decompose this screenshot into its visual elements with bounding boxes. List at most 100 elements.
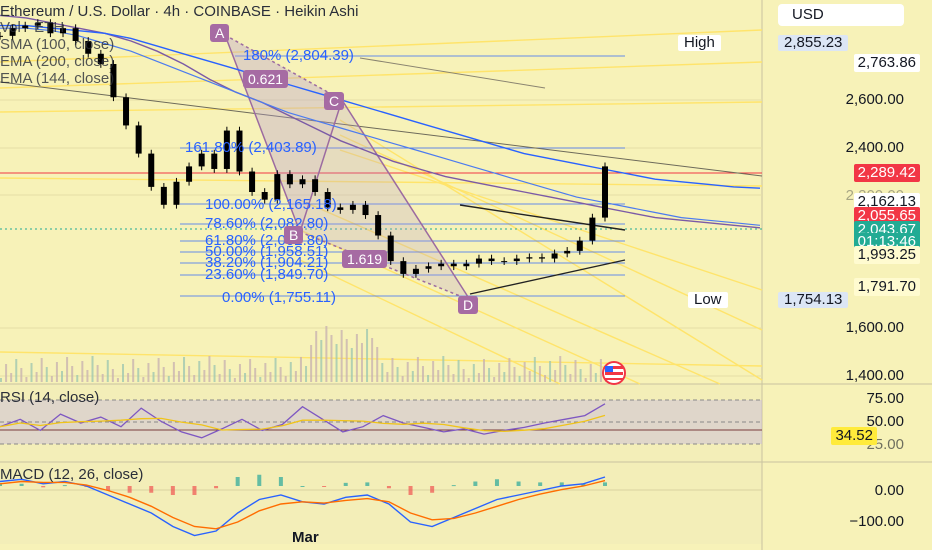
fib-label-0: 0.00% (1,755.11) <box>222 289 336 306</box>
candle[interactable] <box>97 53 104 64</box>
pattern-point-d[interactable]: D <box>458 296 479 314</box>
sma-line <box>0 14 761 229</box>
legend-volume[interactable]: Vol · ETH <box>0 19 65 36</box>
volume-bar <box>71 366 74 382</box>
fib-label-100: 100.00% (2,165.18) <box>205 196 337 213</box>
candle[interactable] <box>425 266 432 269</box>
macd-histogram-bar <box>538 482 543 486</box>
volume-bar <box>386 372 389 382</box>
volume-bar <box>569 374 572 382</box>
volume-bar <box>96 365 99 382</box>
candle[interactable] <box>198 153 205 167</box>
volume-bar <box>147 363 150 382</box>
volume-bar <box>350 348 353 382</box>
volume-bar <box>543 375 546 382</box>
candle[interactable] <box>47 23 54 34</box>
candle[interactable] <box>22 25 29 29</box>
candle[interactable] <box>274 174 281 200</box>
candle[interactable] <box>173 181 180 205</box>
volume-bar <box>574 360 577 382</box>
candle[interactable] <box>576 240 583 251</box>
candle[interactable] <box>513 258 520 262</box>
candle[interactable] <box>526 257 533 259</box>
candle[interactable] <box>148 153 155 187</box>
candle[interactable] <box>60 28 67 34</box>
candle[interactable] <box>85 40 92 54</box>
candle[interactable] <box>110 64 117 98</box>
candle[interactable] <box>249 171 256 192</box>
pattern-point-a[interactable]: A <box>210 24 230 42</box>
candle[interactable] <box>123 97 130 126</box>
macd-histogram-bar <box>19 483 24 486</box>
macd-histogram-bar <box>430 486 435 493</box>
us-flag-icon[interactable] <box>602 361 626 385</box>
candle[interactable] <box>337 207 344 210</box>
candle[interactable] <box>501 261 508 263</box>
volume-bar <box>427 375 430 382</box>
chart-title: Ethereum / U.S. Dollar · 4h · COINBASE ·… <box>0 3 359 20</box>
candle[interactable] <box>261 192 268 200</box>
macd-label[interactable]: MACD (12, 26, close) <box>0 466 144 483</box>
macd-histogram-bar <box>214 486 219 489</box>
macd-histogram-bar <box>62 485 67 487</box>
macd-histogram-bar <box>192 486 197 495</box>
currency-button[interactable]: USD <box>778 4 904 26</box>
volume-bar <box>249 359 252 382</box>
candle[interactable] <box>286 174 293 185</box>
macd-histogram-bar <box>408 486 413 495</box>
candle[interactable] <box>236 130 243 172</box>
candle[interactable] <box>349 204 356 210</box>
volume-bar <box>269 372 272 382</box>
candle[interactable] <box>34 23 41 26</box>
volume-bar <box>259 377 262 382</box>
candle[interactable] <box>324 192 331 208</box>
candle[interactable] <box>387 235 394 262</box>
candle[interactable] <box>438 263 445 267</box>
volume-bar <box>442 356 445 382</box>
candle[interactable] <box>160 186 167 205</box>
candle[interactable] <box>72 28 79 41</box>
legend-ema144[interactable]: EMA (144, close) <box>0 70 115 87</box>
candle[interactable] <box>475 258 482 264</box>
candle[interactable] <box>299 179 306 185</box>
candle[interactable] <box>400 261 407 274</box>
candle[interactable] <box>538 257 545 259</box>
legend-ema200[interactable]: EMA (200, close) <box>0 53 115 70</box>
candle[interactable] <box>412 268 419 274</box>
candle[interactable] <box>312 179 319 192</box>
candle[interactable] <box>211 153 218 169</box>
pattern-point-b[interactable]: B <box>284 226 304 244</box>
candle[interactable] <box>186 166 193 182</box>
volume-bar <box>462 369 465 382</box>
candle[interactable] <box>463 263 470 267</box>
candle[interactable] <box>375 215 382 236</box>
legend-sma[interactable]: SMA (100, close) <box>0 36 115 53</box>
volume-bar <box>355 334 358 382</box>
volume-bar <box>482 359 485 382</box>
candle[interactable] <box>135 125 142 154</box>
candle[interactable] <box>9 28 16 36</box>
volume-bar <box>193 375 196 382</box>
candle[interactable] <box>223 130 230 169</box>
price-pane-bg <box>0 0 762 384</box>
candle[interactable] <box>602 166 608 218</box>
candle[interactable] <box>450 263 457 267</box>
candle[interactable] <box>0 35 3 37</box>
candle[interactable] <box>551 253 558 259</box>
rsi-label[interactable]: RSI (14, close) <box>0 389 100 406</box>
pattern-ratio-bd: 1.619 <box>342 250 388 268</box>
candle[interactable] <box>589 217 596 241</box>
fib-label-180: 180% (2,804.39) <box>243 47 354 64</box>
pattern-point-c[interactable]: C <box>324 92 345 110</box>
volume-bar <box>467 378 470 382</box>
volume-bar <box>589 364 592 382</box>
candle[interactable] <box>488 258 495 262</box>
volume-bar <box>579 369 582 382</box>
candle[interactable] <box>362 204 369 216</box>
volume-bar <box>30 363 33 382</box>
volume-bar <box>472 364 475 382</box>
price-axis-1600: 1,600.00 <box>845 319 904 336</box>
rsi-value-tag: 34.52 <box>831 427 877 445</box>
candle[interactable] <box>564 250 571 254</box>
